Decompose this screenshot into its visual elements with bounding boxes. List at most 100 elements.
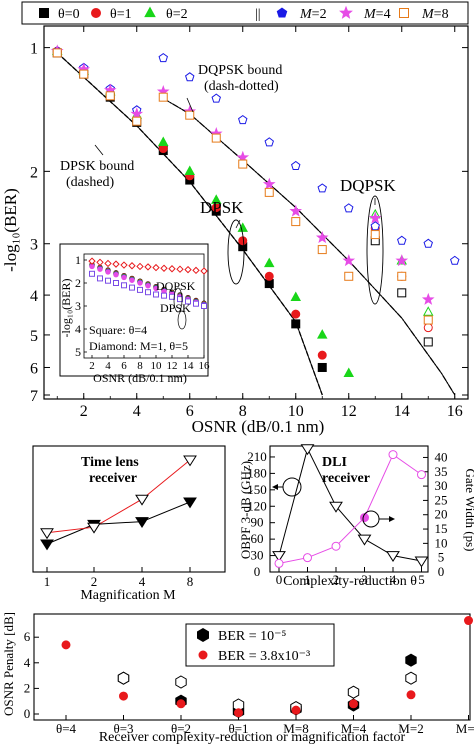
data-point: [423, 323, 433, 333]
data-point: [52, 48, 62, 58]
time-lens-point: [135, 517, 149, 529]
data-point: [130, 107, 144, 120]
data-point: [317, 183, 327, 193]
dli-x-tick-label: 4: [390, 572, 397, 587]
time-lens-title-line1: Time lens: [81, 455, 139, 470]
annotation-dqpsk-bound: DQPSK bound: [198, 63, 282, 78]
legend-marker: [91, 8, 101, 18]
penalty-red-ball: [119, 691, 128, 701]
dqpsk-highlight-ellipse: [366, 195, 384, 305]
legend-red-ball-marker: [198, 650, 208, 660]
inset-square-point: [97, 275, 103, 282]
data-point: [397, 288, 407, 298]
data-point: [342, 254, 356, 267]
time-lens-x-tick-label: 1: [44, 574, 51, 589]
data-point: [368, 211, 382, 224]
x-tick-label: 8: [239, 403, 247, 420]
inset-diamond-point: [144, 263, 152, 271]
data-point: [238, 159, 248, 169]
dli-obpf-point: [300, 444, 315, 456]
y-tick-label: 1: [30, 41, 38, 58]
inset-square-point: [169, 293, 175, 300]
dli-y2-tick-label: 30: [435, 478, 448, 493]
dli-y2-tick-label: 15: [435, 521, 448, 536]
penalty-y-tick-label: 6: [24, 629, 31, 644]
legend-separator: ||: [255, 7, 261, 22]
data-point: [343, 367, 354, 378]
inset-diamond-point: [88, 257, 96, 265]
inset-diamond-point: [96, 258, 104, 267]
inset-note-diamond: Diamond: M=1, θ=5: [89, 339, 188, 353]
inset-diamond-point: [192, 266, 200, 275]
inset-y-tick-label: 5: [75, 345, 81, 359]
data-point: [423, 315, 433, 325]
penalty-category-label: M=2: [398, 721, 423, 736]
penalty-hexagon-open: [117, 671, 130, 685]
data-point: [450, 255, 460, 265]
y-tick-label: 2: [30, 164, 38, 181]
inset-diamond-point: [200, 267, 208, 275]
dli-title-line1: DLI: [322, 455, 347, 470]
inset-diamond-point: [176, 265, 184, 273]
data-point: [423, 306, 434, 316]
main-x-axis-label: OSNR (dB/0.1 nm): [192, 417, 325, 436]
data-point: [317, 245, 327, 255]
dli-y-tick-label: 0: [254, 564, 261, 579]
inset-square-point: [89, 270, 95, 277]
data-point: [264, 271, 274, 281]
time-lens-x-tick-label: 4: [139, 574, 146, 589]
inset-x-tick-label: 2: [89, 360, 95, 372]
legend-marker: [276, 7, 288, 18]
inset-y-tick-label: 2: [75, 276, 81, 290]
inset-square-point: [145, 289, 151, 296]
data-point: [158, 92, 168, 102]
penalty-category-label: θ=1: [228, 721, 248, 736]
inset-point: [105, 269, 111, 275]
time-lens-point: [183, 455, 197, 467]
data-point: [105, 91, 115, 101]
time-lens-x-tick-label: 8: [187, 574, 194, 589]
inset-point: [137, 280, 143, 286]
obpf-y-axis-label: OBPF 3-dB (GHz): [238, 461, 253, 559]
x-tick-label: 16: [447, 403, 463, 420]
penalty-category-label: M=8: [283, 721, 308, 736]
penalty-hexagon-open: [405, 671, 417, 685]
dli-gate-line: [278, 453, 422, 564]
time-lens-series-line: [46, 501, 191, 545]
inset-x-tick-label: 12: [167, 360, 178, 372]
dli-y2-tick-label: 20: [435, 507, 448, 522]
dli-y2-axis-label: Gate Width (ps): [463, 469, 474, 552]
penalty-y-tick-label: 2: [24, 680, 31, 695]
data-point: [291, 309, 301, 319]
time-lens-title-line2: receiver: [89, 471, 137, 486]
y-tick-label: 3: [30, 237, 38, 254]
time-lens-plot-frame: [32, 445, 226, 573]
penalty-red-ball: [406, 690, 416, 700]
penalty-chart: θ=4 θ=3 θ=2 θ=1 M=8 M=4 M=2 M=1 0 2 4 6 OSNR Penalt…: [1, 612, 474, 745]
penalty-category-label: θ=2: [171, 721, 191, 736]
dli-obpf-point: [272, 551, 286, 563]
inset-square-point: [113, 280, 119, 286]
data-point: [185, 72, 195, 82]
penalty-category-label: θ=3: [113, 721, 133, 736]
dli-x-tick-label: 2: [333, 572, 340, 587]
dli-obpf-line: [278, 447, 422, 562]
legend-label: θ=1: [110, 7, 132, 22]
data-point: [397, 235, 407, 245]
data-point: [211, 194, 222, 204]
data-point: [370, 230, 380, 240]
penalty-category-label: M=1: [456, 721, 474, 736]
legend-marker: [39, 8, 49, 18]
inset-y-axis-label: -log₁₀(BER): [59, 278, 73, 337]
inset-y-tick-label: 4: [75, 322, 81, 336]
data-point: [397, 271, 407, 281]
dli-gate-point: [274, 558, 284, 568]
legend-marker: [144, 6, 156, 18]
data-point: [344, 271, 354, 281]
data-point: [211, 93, 221, 103]
dli-y-tick-label: 180: [247, 465, 267, 480]
dli-x-axis-label: Complexity-reduction θ: [283, 574, 417, 589]
dli-obpf-point: [329, 501, 343, 513]
